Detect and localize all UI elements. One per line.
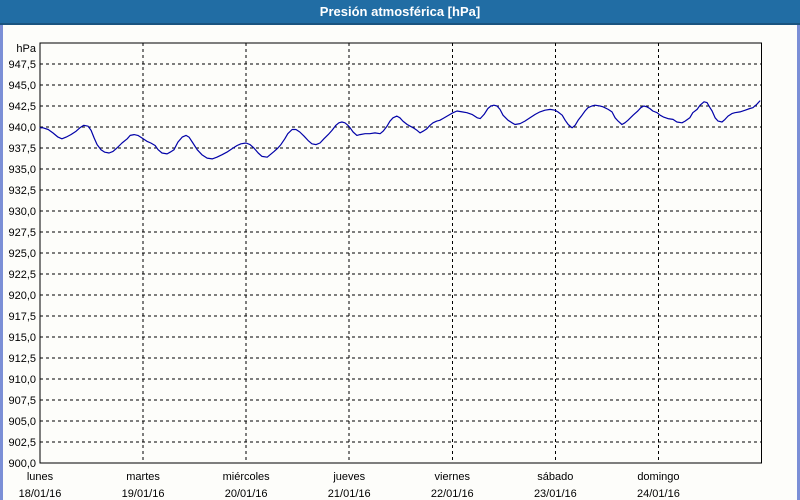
y-tick-label: 940,0 xyxy=(8,122,36,134)
y-tick-label: 920,0 xyxy=(8,290,36,302)
y-tick-label: 937,5 xyxy=(8,143,36,155)
y-tick-label: 912,5 xyxy=(8,353,36,365)
pressure-chart-svg: hPa 947,5 945,0 942,5 940,0 937,5 935,0 932,5 93… xyxy=(8,42,762,500)
x-date-label: 20/01/16 xyxy=(225,488,268,500)
y-tick-label: 925,0 xyxy=(8,248,36,260)
y-tick-label: 915,0 xyxy=(8,332,36,344)
y-tick-label: 902,5 xyxy=(8,437,36,449)
y-tick-label: 927,5 xyxy=(8,227,36,239)
y-tick-label: 905,0 xyxy=(8,416,36,428)
x-day-name-label: lunes xyxy=(27,471,54,483)
y-tick-label: 932,5 xyxy=(8,185,36,197)
x-date-label: 21/01/16 xyxy=(328,488,371,500)
x-date-label: 18/01/16 xyxy=(19,488,62,500)
y-tick-label: 947,5 xyxy=(8,59,36,71)
x-date-label: 24/01/16 xyxy=(637,488,680,500)
chart-area: hPa 947,5 945,0 942,5 940,0 937,5 935,0 932,5 93… xyxy=(0,25,800,500)
y-tick-label: 900,0 xyxy=(8,458,36,470)
y-tick-label: 910,0 xyxy=(8,374,36,386)
y-tick-label: 945,0 xyxy=(8,80,36,92)
x-day-name-label: martes xyxy=(126,471,160,483)
title-bar: Presión atmosférica [hPa] xyxy=(0,0,800,25)
x-date-label: 19/01/16 xyxy=(122,488,165,500)
y-tick-label: 935,0 xyxy=(8,164,36,176)
plot-frame xyxy=(39,42,762,464)
x-day-name-label: sábado xyxy=(537,471,573,483)
window-title: Presión atmosférica [hPa] xyxy=(319,4,481,19)
x-day-name-label: domingo xyxy=(637,471,679,483)
x-date-label: 23/01/16 xyxy=(534,488,577,500)
x-date-label: 22/01/16 xyxy=(431,488,474,500)
x-day-name-label: viernes xyxy=(435,471,471,483)
y-tick-label: 942,5 xyxy=(8,101,36,113)
y-axis-unit-label: hPa xyxy=(16,43,36,55)
y-tick-label: 930,0 xyxy=(8,206,36,218)
y-tick-label: 922,5 xyxy=(8,269,36,281)
x-day-name-label: jueves xyxy=(332,471,365,483)
x-day-name-label: miércoles xyxy=(223,471,271,483)
y-tick-label: 907,5 xyxy=(8,395,36,407)
y-tick-label: 917,5 xyxy=(8,311,36,323)
pressure-line xyxy=(39,100,761,160)
